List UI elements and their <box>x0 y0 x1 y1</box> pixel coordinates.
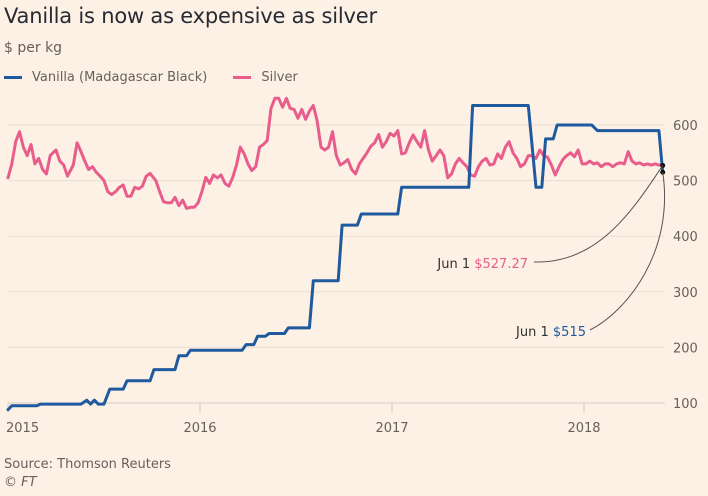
y-tick-label-500: 500 <box>673 175 698 190</box>
silver-annotation-date: Jun 1 <box>436 257 474 272</box>
x-tick-label-2017: 2017 <box>375 421 408 436</box>
vanilla-annotation-value: $515 <box>553 325 586 340</box>
y-tick-label-200: 200 <box>673 341 698 356</box>
copyright: © FT <box>4 475 37 490</box>
chart-subtitle: $ per kg <box>4 40 63 56</box>
silver-connector <box>533 165 664 263</box>
legend-swatch-silver <box>233 76 252 79</box>
legend-label-vanilla: Vanilla (Madagascar Black) <box>32 70 208 85</box>
footer: Source: Thomson Reuters © FT <box>4 456 171 492</box>
silver-line <box>6 96 665 210</box>
legend-item-vanilla: Vanilla (Madagascar Black) <box>4 70 207 85</box>
x-axis: 2015 2016 2017 2018 <box>6 403 601 436</box>
source-note: Source: Thomson Reuters <box>4 457 171 472</box>
x-tick-label-2018: 2018 <box>567 421 600 436</box>
x-tick-label-2016: 2016 <box>183 421 216 436</box>
legend-swatch-vanilla <box>4 76 22 79</box>
silver-annotation-label: Jun 1 $527.27 <box>436 257 528 272</box>
silver-annotation-value: $527.27 <box>474 257 528 272</box>
series-lines <box>6 96 665 412</box>
vanilla-connector <box>589 172 665 331</box>
legend-item-silver: Silver <box>233 70 298 85</box>
legend-label-silver: Silver <box>261 70 298 85</box>
y-axis: 100 200 300 400 500 600 <box>673 119 698 412</box>
vanilla-annotation-date: Jun 1 <box>515 325 553 340</box>
y-tick-label-600: 600 <box>673 119 698 134</box>
y-tick-label-100: 100 <box>673 397 698 412</box>
legend: Vanilla (Madagascar Black) Silver <box>4 70 324 85</box>
vanilla-annotation-label: Jun 1 $515 <box>515 325 586 340</box>
vanilla-line <box>6 104 665 412</box>
y-tick-label-300: 300 <box>673 286 698 301</box>
gridlines <box>8 124 665 404</box>
y-tick-label-400: 400 <box>673 230 698 245</box>
x-tick-label-2015: 2015 <box>6 421 39 436</box>
chart-title: Vanilla is now as expensive as silver <box>4 4 377 28</box>
